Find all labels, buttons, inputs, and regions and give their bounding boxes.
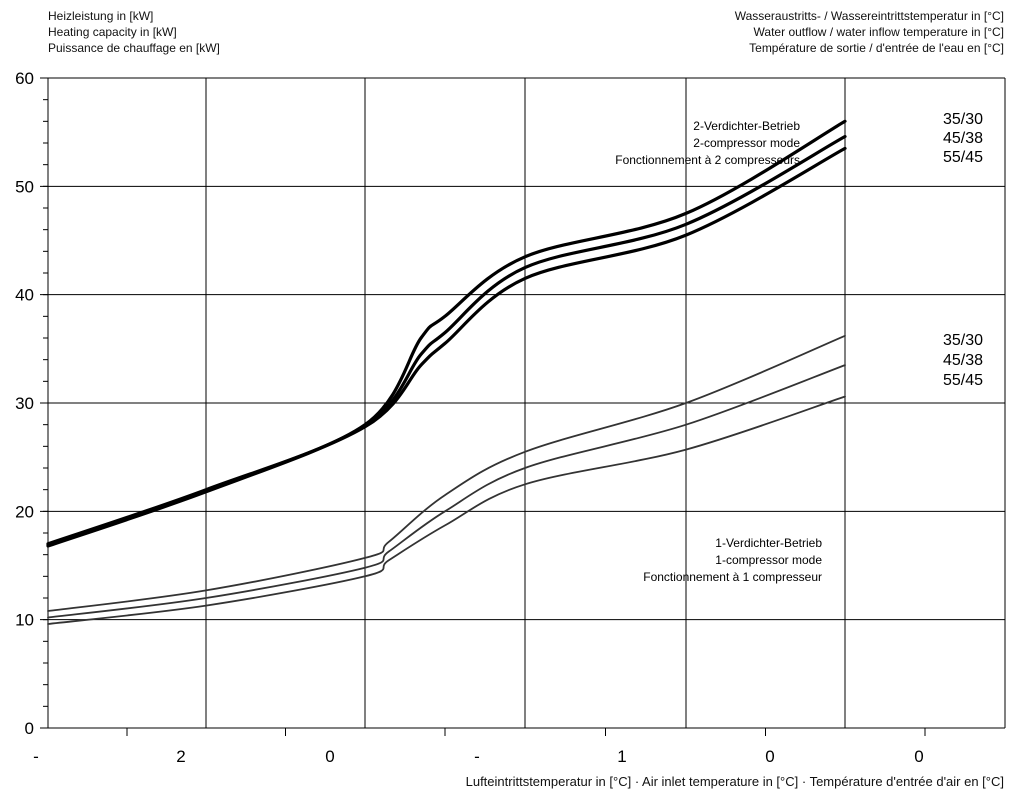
annotation-two-de: 2-Verdichter-Betrieb [693,119,800,133]
x-tick-label: 2 [176,747,185,766]
series-line-1-compressor-35-30 [47,334,846,612]
series-line-1-compressor-55-45 [47,395,846,625]
x-tick-labels: - 2 0 - 1 0 0 [33,747,924,766]
y-tick-label: 50 [15,177,34,196]
series-header-fr: Température de sortie / d'entrée de l'ea… [749,41,1004,55]
series-label-1-compressor-55-45: 55/45 [943,372,983,389]
x-axis-label: Lufteintrittstemperatur in [°C] · Air in… [465,774,1004,789]
series-line-1-compressor-45-38 [47,364,846,619]
y-tick-label: 0 [25,719,34,738]
annotation-two-en: 2-compressor mode [693,136,800,150]
y-tick-label: 60 [15,69,34,88]
y-header-de: Heizleistung in [kW] [48,9,154,23]
x-tick-label: 0 [914,747,923,766]
series-label-2-compressor-55-45: 55/45 [943,149,983,166]
y-axis-header: Heizleistung in [kW] Heating capacity in… [48,8,220,56]
series-header-en: Water outflow / water inflow temperature… [753,25,1004,39]
series-label-2-compressor-45-38: 45/38 [943,130,983,147]
x-tick-label: - [474,747,480,766]
series-label-1-compressor-35-30: 35/30 [943,332,983,349]
y-header-fr: Puissance de chauffage en [kW] [48,41,220,55]
y-tick-label: 30 [15,394,34,413]
series-header-de: Wasseraustritts- / Wassereintrittstemper… [734,9,1004,23]
series-labels: 35/30 45/38 55/45 35/30 45/38 55/45 [943,111,983,389]
series-lines [46,119,847,625]
annotation-two-fr: Fonctionnement à 2 compresseurs [615,153,800,167]
annotation-one-en: 1-compressor mode [715,553,822,567]
series-line-2-compressor-55-45 [46,146,847,548]
y-tick-labels: 0 10 20 30 40 50 60 [15,69,34,738]
annotation-one-fr: Fonctionnement à 1 compresseur [643,570,822,584]
x-tick-label: 1 [617,747,626,766]
x-tick-label: 0 [765,747,774,766]
x-tick-label: 0 [325,747,334,766]
y-header-en: Heating capacity in [kW] [48,25,177,39]
annotation-one-de: 1-Verdichter-Betrieb [715,536,822,550]
y-tick-label: 20 [15,502,34,521]
series-label-1-compressor-45-38: 45/38 [943,352,983,369]
y-tick-label: 40 [15,286,34,305]
series-header: Wasseraustritts- / Wassereintrittstemper… [735,8,1004,56]
x-tick-label: - [33,747,39,766]
series-label-2-compressor-35-30: 35/30 [943,111,983,128]
grid [40,77,1006,736]
y-tick-label: 10 [15,611,34,630]
